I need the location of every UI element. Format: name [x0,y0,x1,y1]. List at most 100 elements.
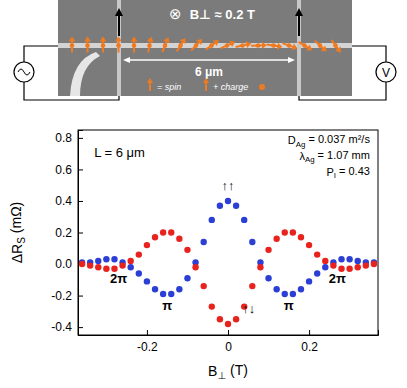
voltmeter-label: V [382,66,390,80]
x-tick-mark [309,330,310,335]
spin-arrow [174,36,189,53]
spin-arrow [204,37,221,52]
point [314,270,320,276]
charge-dot [132,43,137,48]
spin-arrow [219,39,236,52]
point [225,198,231,204]
point [217,202,223,208]
point [298,234,304,240]
spin-arrow-head [335,47,344,55]
point [128,258,134,264]
legend-charge-head [203,78,209,83]
point [273,236,279,242]
x-tick: -0.2 [137,330,158,354]
label-main: π [162,298,172,313]
point [152,286,158,292]
spin-arrow [235,40,252,50]
y-tick-mark [78,138,83,139]
magnetization [298,14,300,36]
x-tick: 0.2 [301,330,318,354]
annotation: PI = 0.43 [326,165,370,180]
spin-arrow [328,38,343,55]
current-source [14,62,34,82]
y-tick: 0.4 [55,194,83,208]
label-sub: Ag [305,155,315,164]
annotation: L = 6 μm [94,145,145,160]
point [200,239,206,245]
x-axis-title: B⊥ (T) [208,362,248,381]
label-main: 2π [329,271,346,286]
point [209,217,215,223]
charge-dot [208,42,214,48]
charge-dot [224,42,230,48]
label-main: π [284,298,294,313]
legend-charge-dot [259,84,265,90]
spin-arrow-head [100,37,107,42]
point [184,247,190,253]
annotation: 2π [329,271,346,286]
point [306,278,312,284]
series-1 [79,229,377,327]
point [136,270,142,276]
y-tick-mark [78,327,83,328]
micrograph [58,0,352,96]
x-axis: -0.200.2 [79,330,379,354]
device-legend: = spin+ charge [147,78,265,92]
y-tick-mark [78,296,83,297]
charge-dot [162,43,168,49]
y-tick-label: 0.2 [55,226,72,240]
y-tick-mark [78,169,83,170]
point [192,264,198,270]
point [103,256,109,262]
point [322,258,328,264]
point [87,262,93,268]
label-main: 2π [110,271,127,286]
label-tail: = 1.07 mm [315,149,370,161]
y-axis-title: ΔRS (mΩ) [8,202,27,264]
spin-arrow-head [147,36,155,42]
charge-dot [301,42,307,48]
x-tick-label: 0.2 [301,340,318,354]
spin-arrow-head [229,39,236,47]
point [314,251,320,257]
spin-arrow [69,37,76,53]
spin-arrow-head [213,37,221,46]
label-sub: ⊥ [217,370,226,381]
label-tail: = 0.43 [336,165,370,177]
label-main: D [288,134,296,146]
point [249,283,255,289]
point [355,258,361,264]
point [322,264,328,270]
spin-arrow [266,41,283,50]
spin-arrow [131,37,138,53]
spin-arrow-head [292,44,299,52]
label-main: P [326,166,333,178]
series-0 [79,198,377,297]
point [273,286,279,292]
y-tick-label: 0.6 [55,163,72,177]
field-text: B⊥ ≈ 0.2 T [190,7,255,22]
point [184,275,190,281]
y-tick-label: -0.2 [51,289,72,303]
plot-frame [78,130,378,335]
legend-spin-head [147,78,153,83]
spin-arrow [312,38,329,54]
point [225,321,231,327]
magnetization-head [115,8,123,16]
spin-arrow [84,37,91,53]
point [160,291,166,297]
point [95,264,101,270]
x-tick-mark [147,330,148,335]
point [160,229,166,235]
figure: ⊗B⊥ ≈ 0.2 T6 μm= spin+ chargeV-0.200.2-0… [0,0,407,388]
y-tick-mark [78,201,83,202]
point [265,247,271,253]
spin-arrow-head [277,43,283,51]
label-main: ↑↑ [222,178,235,193]
spin-arrow [115,37,122,53]
spin-arrow [145,36,155,53]
point [168,229,174,235]
point [290,229,296,235]
charge-dot [101,43,106,48]
spin-arrow [281,40,298,52]
